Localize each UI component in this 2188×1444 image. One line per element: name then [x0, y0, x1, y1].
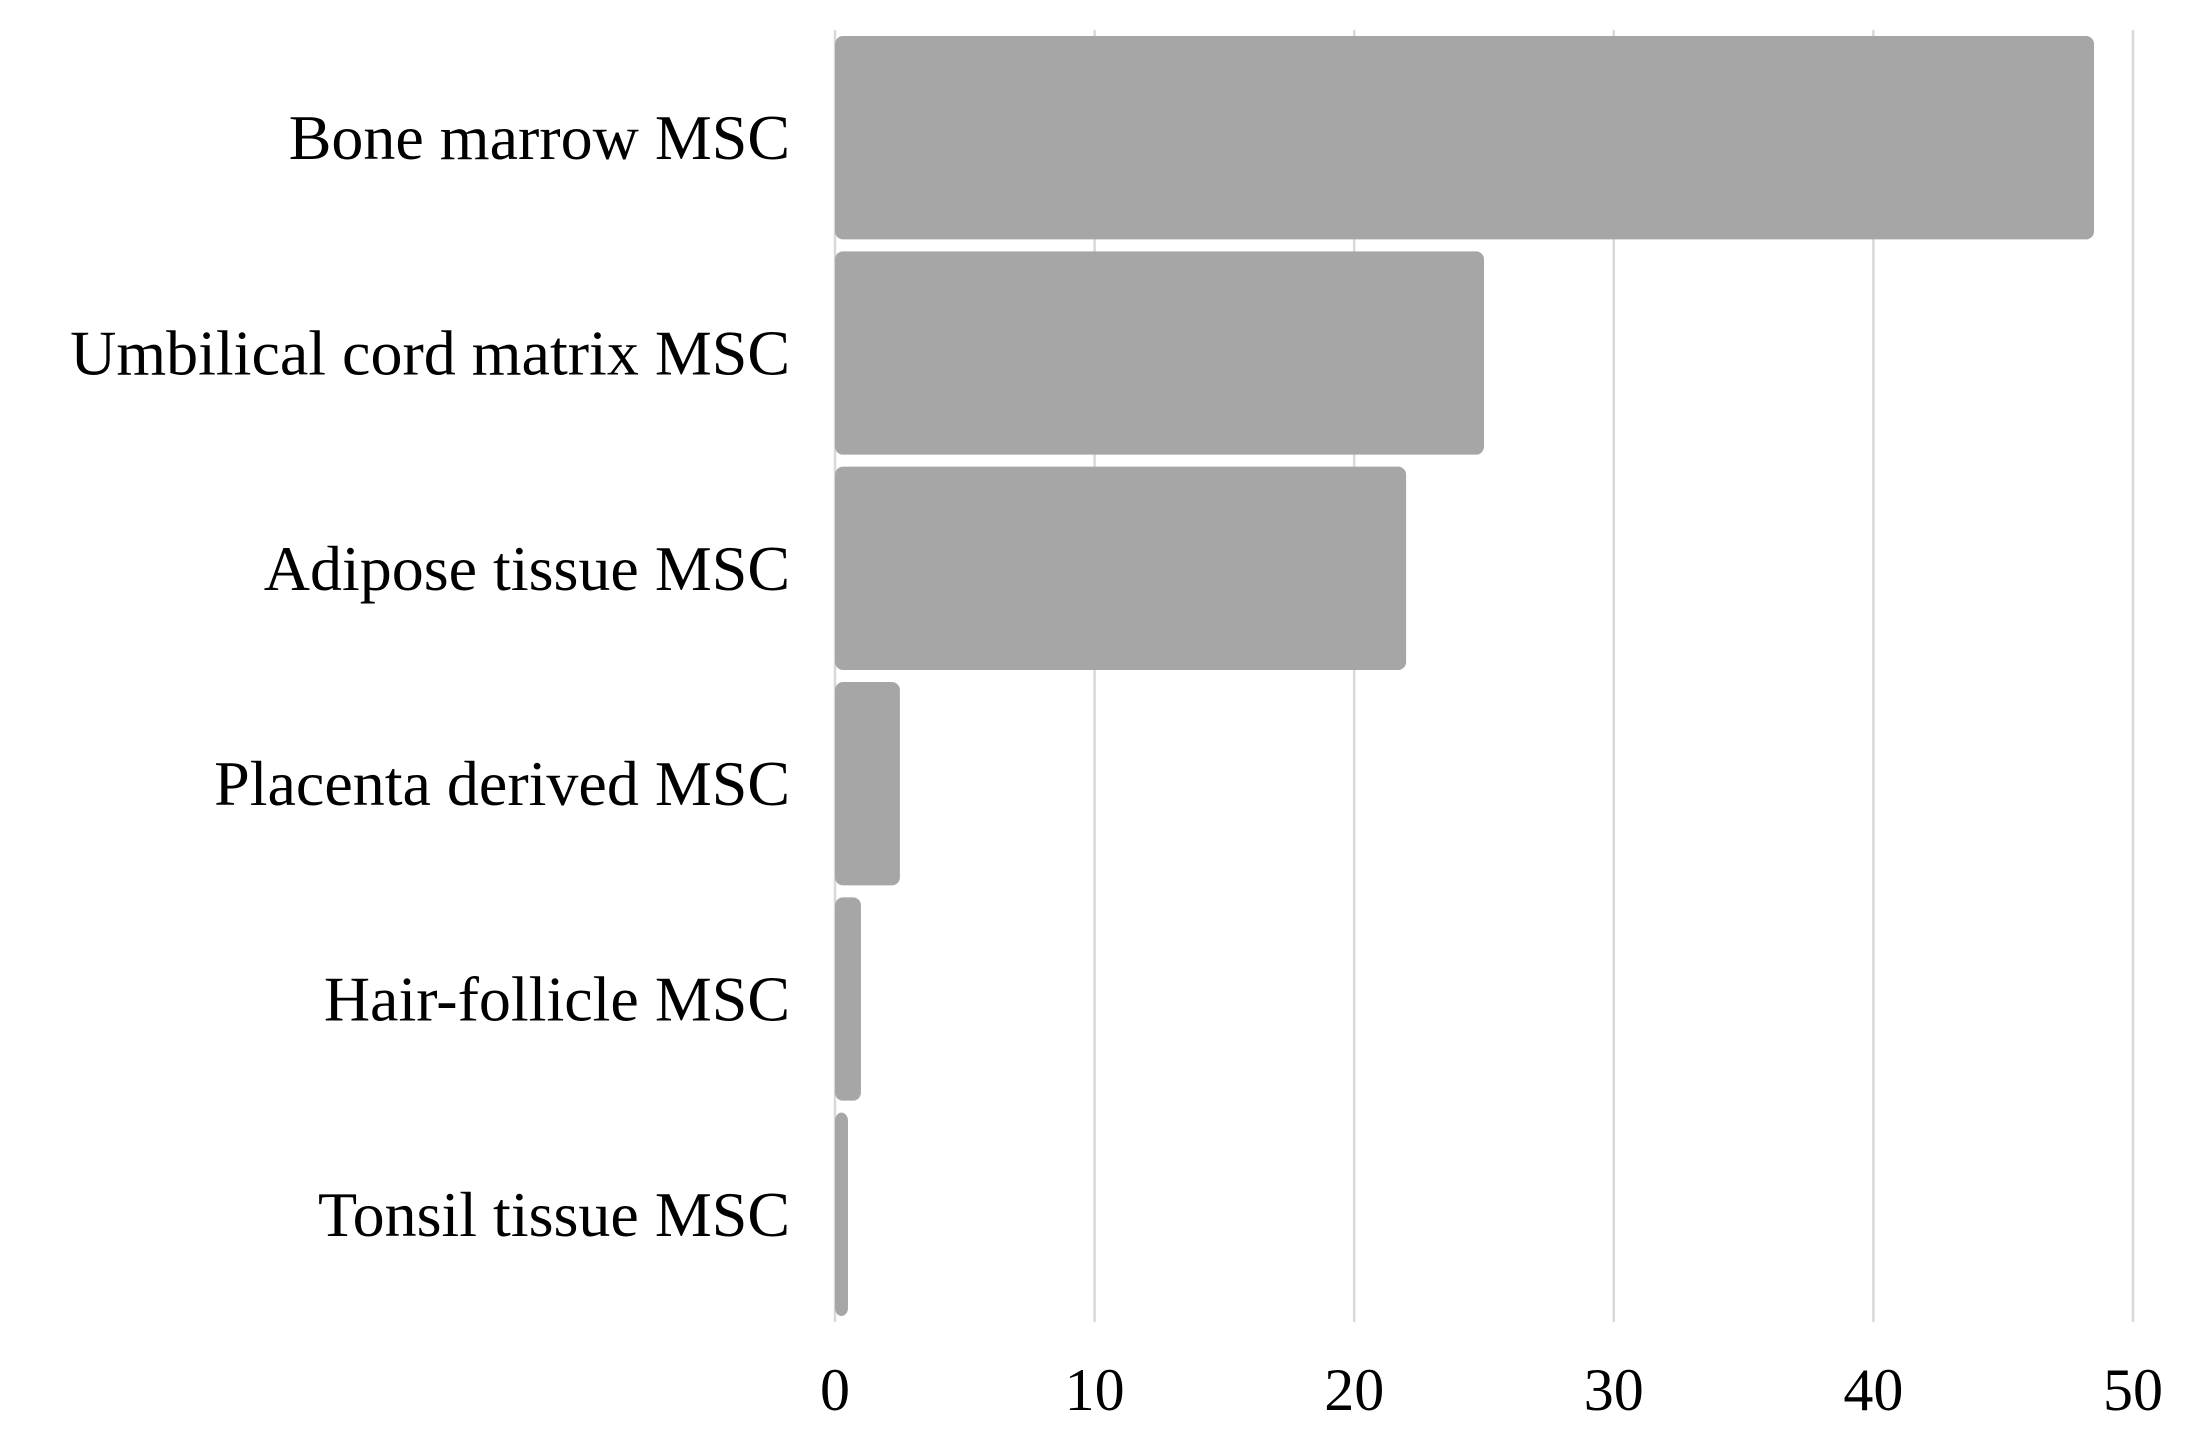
bar-bone-marrow-msc: [835, 36, 2095, 240]
x-tick-label: 0: [820, 1357, 850, 1423]
x-axis-tick-labels: 0 10 20 30 40 50: [820, 1357, 2163, 1423]
category-label: Bone marrow MSC: [289, 102, 790, 173]
bar-placenta-derived-msc: [835, 682, 900, 886]
gridlines: [833, 30, 2135, 1322]
category-label: Umbilical cord matrix MSC: [70, 318, 790, 389]
category-label: Adipose tissue MSC: [264, 533, 790, 604]
category-label: Hair-follicle MSC: [324, 964, 790, 1035]
category-label: Tonsil tissue MSC: [318, 1179, 790, 1250]
x-tick-label: 50: [2103, 1357, 2163, 1423]
x-tick-label: 20: [1324, 1357, 1384, 1423]
x-tick-label: 10: [1065, 1357, 1125, 1423]
bar-tonsil-tissue-msc: [835, 1112, 848, 1316]
bar-adipose-tissue-msc: [835, 466, 1407, 670]
category-labels: Bone marrow MSC Umbilical cord matrix MSC…: [70, 102, 790, 1250]
bar-hair-follicle-msc: [835, 897, 861, 1101]
bar-umbilical-cord-matrix-msc: [835, 251, 1484, 455]
bars: [835, 36, 2095, 1316]
category-label: Placenta derived MSC: [214, 748, 790, 819]
x-tick-label: 40: [1843, 1357, 1903, 1423]
x-tick-label: 30: [1584, 1357, 1644, 1423]
